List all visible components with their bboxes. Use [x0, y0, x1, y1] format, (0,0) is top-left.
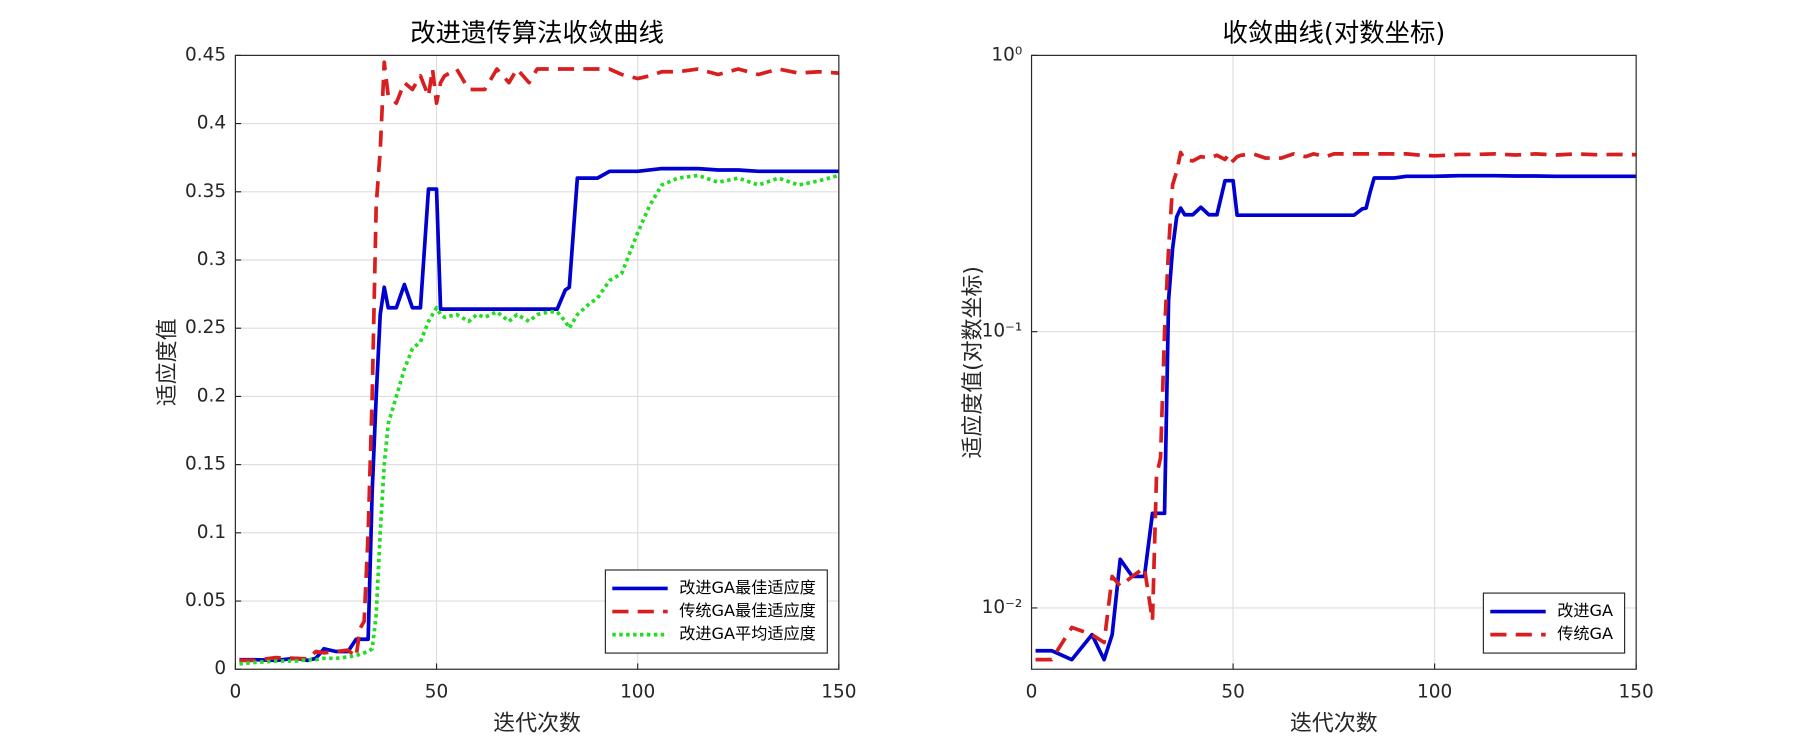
y-tick-label: 0.2	[197, 385, 226, 406]
legend-label: 改进GA最佳适应度	[679, 578, 816, 597]
y-tick-label: 10⁻¹	[982, 321, 1023, 342]
y-tick-label: 10⁻²	[982, 597, 1023, 618]
y-tick-label: 0.1	[197, 522, 226, 543]
x-tick-label: 50	[425, 681, 448, 702]
series-line	[239, 173, 840, 666]
legend: 改进GA 传统GA	[1482, 592, 1626, 654]
axes-box	[1030, 54, 1637, 670]
y-axis-label: 适应度值(对数坐标)	[961, 266, 986, 458]
chart-title: 收敛曲线(对数坐标)	[1222, 18, 1445, 48]
y-tick-label: 10⁰	[991, 44, 1022, 65]
legend-label: 改进GA平均适应度	[679, 624, 816, 643]
x-tick-label: 0	[230, 681, 242, 702]
x-tick-label: 0	[1026, 681, 1038, 702]
y-tick-label: 0.3	[197, 249, 226, 270]
series-line	[1035, 150, 1637, 662]
y-tick-label: 0.35	[185, 181, 226, 202]
legend-box	[1482, 592, 1626, 654]
x-tick-label: 100	[620, 681, 655, 702]
x-axis-label: 迭代次数	[1290, 712, 1378, 737]
y-tick-label: 0.4	[197, 113, 226, 134]
legend-box	[604, 569, 828, 654]
y-tick-label: 0.05	[185, 590, 226, 611]
chart-title: 改进遗传算法收敛曲线	[410, 18, 664, 48]
legend-label: 改进GA	[1557, 601, 1613, 620]
legend-label: 传统GA最佳适应度	[679, 601, 816, 620]
y-tick-label: 0.45	[185, 44, 226, 65]
legend-label: 传统GA	[1557, 624, 1613, 643]
x-tick-label: 50	[1221, 681, 1244, 702]
y-axis-label: 适应度值	[155, 318, 180, 406]
axes-box	[234, 54, 840, 670]
x-tick-label: 150	[821, 681, 856, 702]
y-tick-label: 0	[214, 658, 226, 679]
y-tick-label: 0.15	[185, 454, 226, 475]
x-tick-label: 150	[1619, 681, 1654, 702]
y-tick-label: 0.25	[185, 317, 226, 338]
x-tick-label: 100	[1417, 681, 1452, 702]
series-line	[239, 60, 839, 663]
x-axis-label: 迭代次数	[493, 712, 581, 737]
